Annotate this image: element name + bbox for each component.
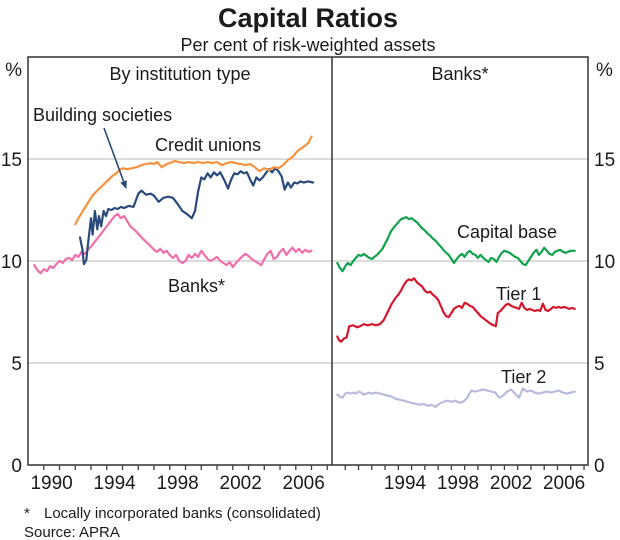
y-unit-right: % [596,60,613,81]
chart-generated-layer: 1990 1994 1998 2002 2006 1994 1998 2002 2006 0 0 5 5… [1,56,615,494]
y-tick-label-right-10: 10 [594,252,615,273]
x-tick-label-1994: 1994 [93,473,136,494]
footnote-marker: * [24,505,30,522]
y-tick-label-right-0: 0 [594,456,605,477]
panel-title-left: By institution type [109,64,250,84]
x-tick-label-2002: 2002 [490,473,532,494]
line-series-tier-2 [336,387,576,408]
x-tick-label-1990: 1990 [30,473,72,494]
series-label-tier-2: Tier 2 [501,367,546,387]
footnote-text: Locally incorporated banks (consolidated… [44,505,321,522]
series-label-credit-unions: Credit unions [155,135,261,155]
series-label-tier-1: Tier 1 [496,284,541,304]
x-tick-label-2006: 2006 [283,473,325,494]
series-label-building-societies: Building societies [33,105,172,125]
line-series-building-societies [78,167,315,266]
series-label-capital-base: Capital base [457,222,557,242]
plot-frame [27,56,589,466]
building-societies-annotation-arrow [103,127,127,189]
chart-title: Capital Ratios [218,3,398,33]
line-series-banks- [33,213,313,275]
source-text: Source: APRA [24,524,120,540]
y-tick-label-left-5: 5 [11,354,22,375]
y-tick-label-right-5: 5 [594,354,605,375]
x-tick-label-1998: 1998 [156,473,198,494]
x-tick-label-1994: 1994 [384,473,427,494]
panel-title-right: Banks* [431,64,488,84]
y-tick-label-left-15: 15 [1,150,22,171]
line-series-credit-unions [74,135,313,226]
y-tick-label-left-0: 0 [11,456,22,477]
y-tick-label-left-10: 10 [1,252,22,273]
x-tick-label-1998: 1998 [437,473,479,494]
y-unit-left: % [5,60,22,81]
y-tick-label-right-15: 15 [594,150,615,171]
chart-subtitle: Per cent of risk-weighted assets [180,35,435,55]
x-tick-label-2002: 2002 [220,473,262,494]
line-series-tier-1 [336,277,576,343]
x-tick-label-2006: 2006 [543,473,585,494]
series-label-banks: Banks* [168,276,225,296]
line-series-capital-base [336,216,576,273]
